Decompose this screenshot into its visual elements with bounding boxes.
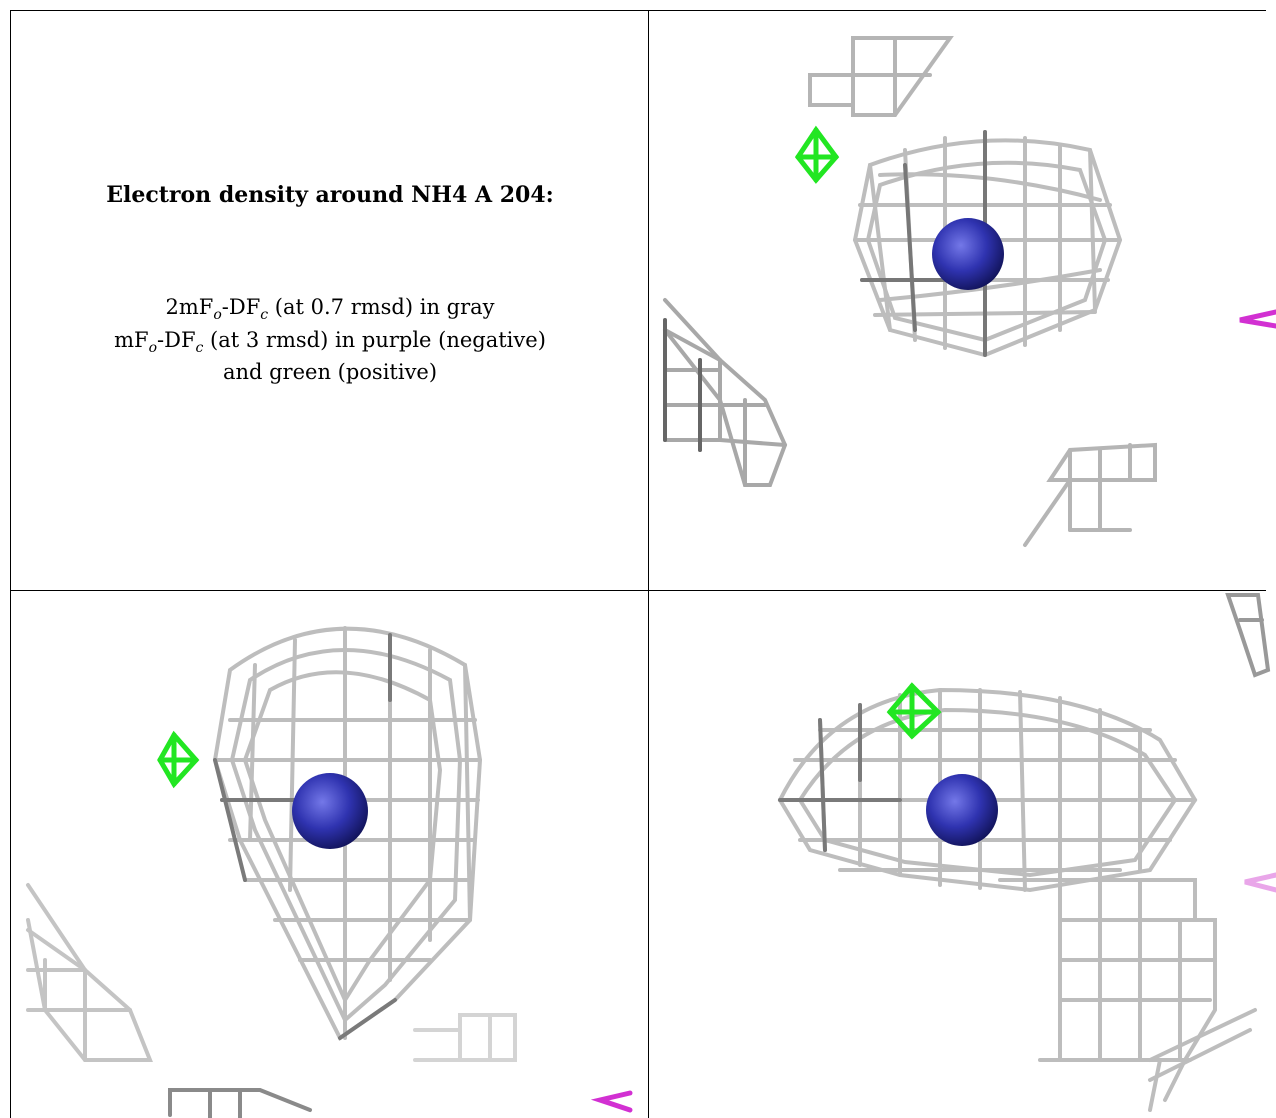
ammonium-atom xyxy=(932,218,1004,290)
caption-panel: Electron density around NH4 A 204: 2mFo-… xyxy=(10,10,648,590)
negative-peak-purple xyxy=(1244,872,1276,893)
view-bottom-left xyxy=(26,626,633,1118)
caption-line-green: and green (positive) xyxy=(222,360,438,384)
mesh-fragment-top xyxy=(1225,593,1271,678)
mesh-fragment-right xyxy=(413,1013,517,1062)
view-top-right xyxy=(663,36,1276,547)
mesh-fragment-right xyxy=(1023,442,1157,547)
mesh-fragment-top xyxy=(808,36,954,117)
ammonium-atom xyxy=(292,773,368,849)
frame-left xyxy=(10,10,11,1118)
frame-center xyxy=(648,10,649,1118)
caption-line-difference: mFo-DFc (at 3 rmsd) in purple (negative) xyxy=(114,328,546,357)
mesh-fragment-right xyxy=(998,878,1257,1112)
negative-peak-purple xyxy=(1239,309,1276,329)
mesh-fragment-left xyxy=(663,298,788,487)
positive-peak-green xyxy=(794,125,840,184)
positive-peak-green xyxy=(157,730,200,789)
mesh-fragment-left xyxy=(26,883,153,1062)
view-bottom-right xyxy=(777,593,1276,1112)
frame-middle xyxy=(10,590,1266,591)
positive-peak-green xyxy=(886,682,942,740)
frame-top xyxy=(10,10,1266,11)
negative-peak-purple xyxy=(590,1090,633,1113)
ammonium-atom xyxy=(926,774,998,846)
caption-line-gray: 2mFo-DFc (at 0.7 rmsd) in gray xyxy=(165,295,495,324)
mesh-fragment-bottom xyxy=(168,1088,312,1118)
caption-title: Electron density around NH4 A 204: xyxy=(106,182,554,208)
